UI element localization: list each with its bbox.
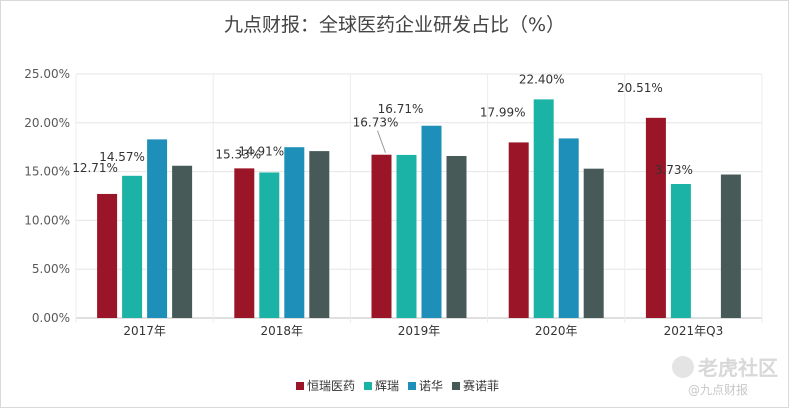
legend-item: 恒瑞医药 (296, 377, 355, 394)
data-label: 14.91% (238, 144, 284, 158)
paw-icon (672, 356, 694, 378)
y-tick-label: 15.00% (24, 165, 70, 179)
bar (533, 99, 554, 318)
legend-item: 赛诺菲 (452, 377, 499, 394)
data-label: 12.71% (72, 161, 118, 175)
data-label: 14.57% (99, 150, 145, 164)
bar (720, 174, 741, 318)
bar (558, 138, 579, 318)
bar (259, 172, 280, 318)
bar (234, 168, 255, 318)
legend-item: 诺华 (408, 377, 443, 394)
watermark-logo: 老虎社区 (672, 352, 778, 381)
legend-label: 恒瑞医药 (307, 379, 356, 393)
legend-label: 辉瑞 (375, 379, 400, 393)
x-tick-label: 2017年 (123, 324, 166, 338)
chart-legend: 恒瑞医药 辉瑞 诺华 赛诺菲 (296, 377, 499, 394)
data-label: 3.73% (655, 163, 693, 177)
watermark-text: 老虎社区 (698, 356, 778, 380)
y-tick-label: 20.00% (24, 116, 70, 130)
bar (583, 168, 604, 318)
data-label: 17.99% (480, 105, 526, 119)
x-tick-label: 2020年 (535, 324, 578, 338)
bar (508, 142, 529, 318)
bar (446, 155, 467, 318)
bar (371, 154, 392, 318)
legend-swatch (364, 381, 373, 390)
x-tick-label: 2019年 (398, 324, 441, 338)
legend-label: 赛诺菲 (463, 379, 500, 393)
bar (284, 147, 305, 318)
bar (645, 117, 666, 318)
leader-line (377, 130, 386, 153)
bar (97, 193, 118, 318)
bar (396, 154, 417, 318)
watermark-sub: @九点财报 (688, 383, 749, 397)
bar (421, 125, 442, 318)
legend-item: 辉瑞 (364, 377, 399, 394)
y-tick-label: 25.00% (24, 67, 70, 81)
x-tick-label: 2021年Q3 (664, 324, 724, 338)
legend-swatch (452, 381, 461, 390)
legend-label: 诺华 (419, 379, 444, 393)
y-tick-label: 10.00% (24, 213, 70, 227)
data-label: 16.73% (353, 116, 399, 130)
bar (670, 183, 691, 318)
legend-swatch (296, 381, 304, 390)
chart-title: 九点财报：全球医药企业研发占比（%） (223, 14, 566, 36)
y-tick-label: 0.00% (32, 311, 70, 325)
bar (309, 151, 330, 318)
data-label: 16.71% (378, 102, 424, 116)
bar (122, 175, 143, 318)
y-tick-label: 5.00% (32, 262, 70, 276)
data-label: 20.51% (617, 81, 663, 95)
x-tick-label: 2018年 (261, 324, 304, 338)
bar (172, 165, 193, 318)
legend-swatch (408, 381, 417, 390)
data-label: 22.40% (519, 72, 565, 86)
bar (147, 139, 168, 318)
data-label: 15.33% (215, 147, 261, 161)
